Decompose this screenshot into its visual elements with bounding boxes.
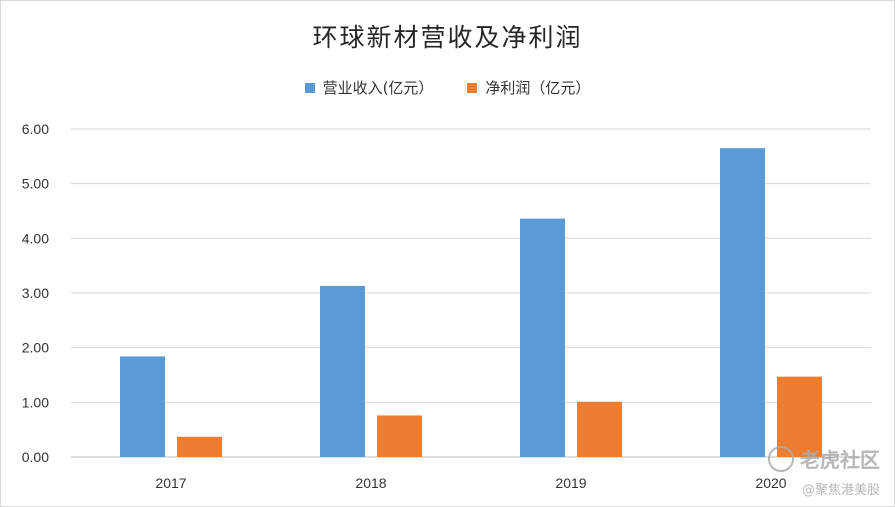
- x-tick-label: 2019: [555, 475, 586, 491]
- legend-item-revenue: 营业收入(亿元）: [304, 77, 434, 98]
- net-profit-bar: [177, 436, 222, 457]
- legend-item-net-profit: 净利润（亿元）: [467, 77, 590, 98]
- revenue-bar: [120, 356, 165, 457]
- x-tick-label: 2018: [355, 475, 386, 491]
- y-tick-label: 0.00: [22, 449, 49, 465]
- x-tick-label: 2017: [155, 475, 186, 491]
- legend-label-net-profit: 净利润（亿元）: [485, 79, 591, 97]
- watermark-logo: 老虎社区: [768, 444, 880, 473]
- y-tick-label: 1.00: [22, 394, 49, 410]
- net-profit-bar: [777, 376, 822, 457]
- net-profit-bar: [577, 401, 622, 457]
- y-tick-label: 3.00: [22, 285, 49, 301]
- legend-swatch-revenue: [304, 82, 315, 93]
- tiger-logo-icon: [768, 445, 794, 472]
- revenue-bar: [520, 218, 565, 457]
- y-tick-label: 2.00: [22, 340, 49, 356]
- y-tick-label: 5.00: [22, 176, 49, 192]
- net-profit-bar: [377, 415, 422, 457]
- watermark-sub: @聚焦港美股: [801, 483, 880, 498]
- chart-legend: 营业收入(亿元） 净利润（亿元）: [1, 77, 894, 98]
- x-tick-label: 2020: [755, 475, 786, 491]
- revenue-bar: [720, 148, 765, 457]
- legend-label-revenue: 营业收入(亿元）: [322, 79, 434, 97]
- chart-title: 环球新材营收及净利润: [312, 23, 583, 52]
- revenue-bar: [320, 285, 365, 457]
- watermark: 老虎社区 @聚焦港美股: [768, 444, 880, 498]
- y-tick-label: 6.00: [22, 121, 49, 137]
- legend-swatch-net-profit: [467, 82, 478, 93]
- y-tick-label: 4.00: [22, 230, 49, 246]
- watermark-brand: 老虎社区: [800, 448, 880, 472]
